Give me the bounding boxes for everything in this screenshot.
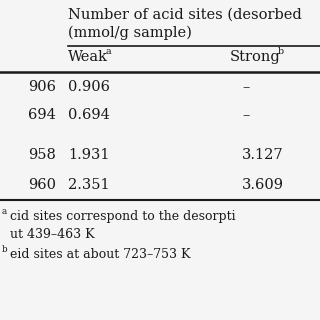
Text: a: a [106, 47, 112, 56]
Text: Strong: Strong [230, 50, 281, 64]
Text: 906: 906 [28, 80, 56, 94]
Text: –: – [242, 80, 249, 94]
Text: eid sites at about 723–753 K: eid sites at about 723–753 K [10, 248, 190, 261]
Text: (mmol/g sample): (mmol/g sample) [68, 26, 192, 40]
Text: b: b [278, 47, 284, 56]
Text: Weak: Weak [68, 50, 108, 64]
Text: 958: 958 [28, 148, 56, 162]
Text: 3.127: 3.127 [242, 148, 284, 162]
Text: 0.694: 0.694 [68, 108, 110, 122]
Text: ut 439–463 K: ut 439–463 K [10, 228, 95, 241]
Text: Number of acid sites (desorbed: Number of acid sites (desorbed [68, 8, 302, 22]
Text: 960: 960 [28, 178, 56, 192]
Text: –: – [242, 108, 249, 122]
Text: 694: 694 [28, 108, 56, 122]
Text: b: b [2, 245, 8, 254]
Text: 0.906: 0.906 [68, 80, 110, 94]
Text: 2.351: 2.351 [68, 178, 110, 192]
Text: 3.609: 3.609 [242, 178, 284, 192]
Text: a: a [2, 207, 7, 216]
Text: cid sites correspond to the desorpti: cid sites correspond to the desorpti [10, 210, 236, 223]
Text: 1.931: 1.931 [68, 148, 109, 162]
